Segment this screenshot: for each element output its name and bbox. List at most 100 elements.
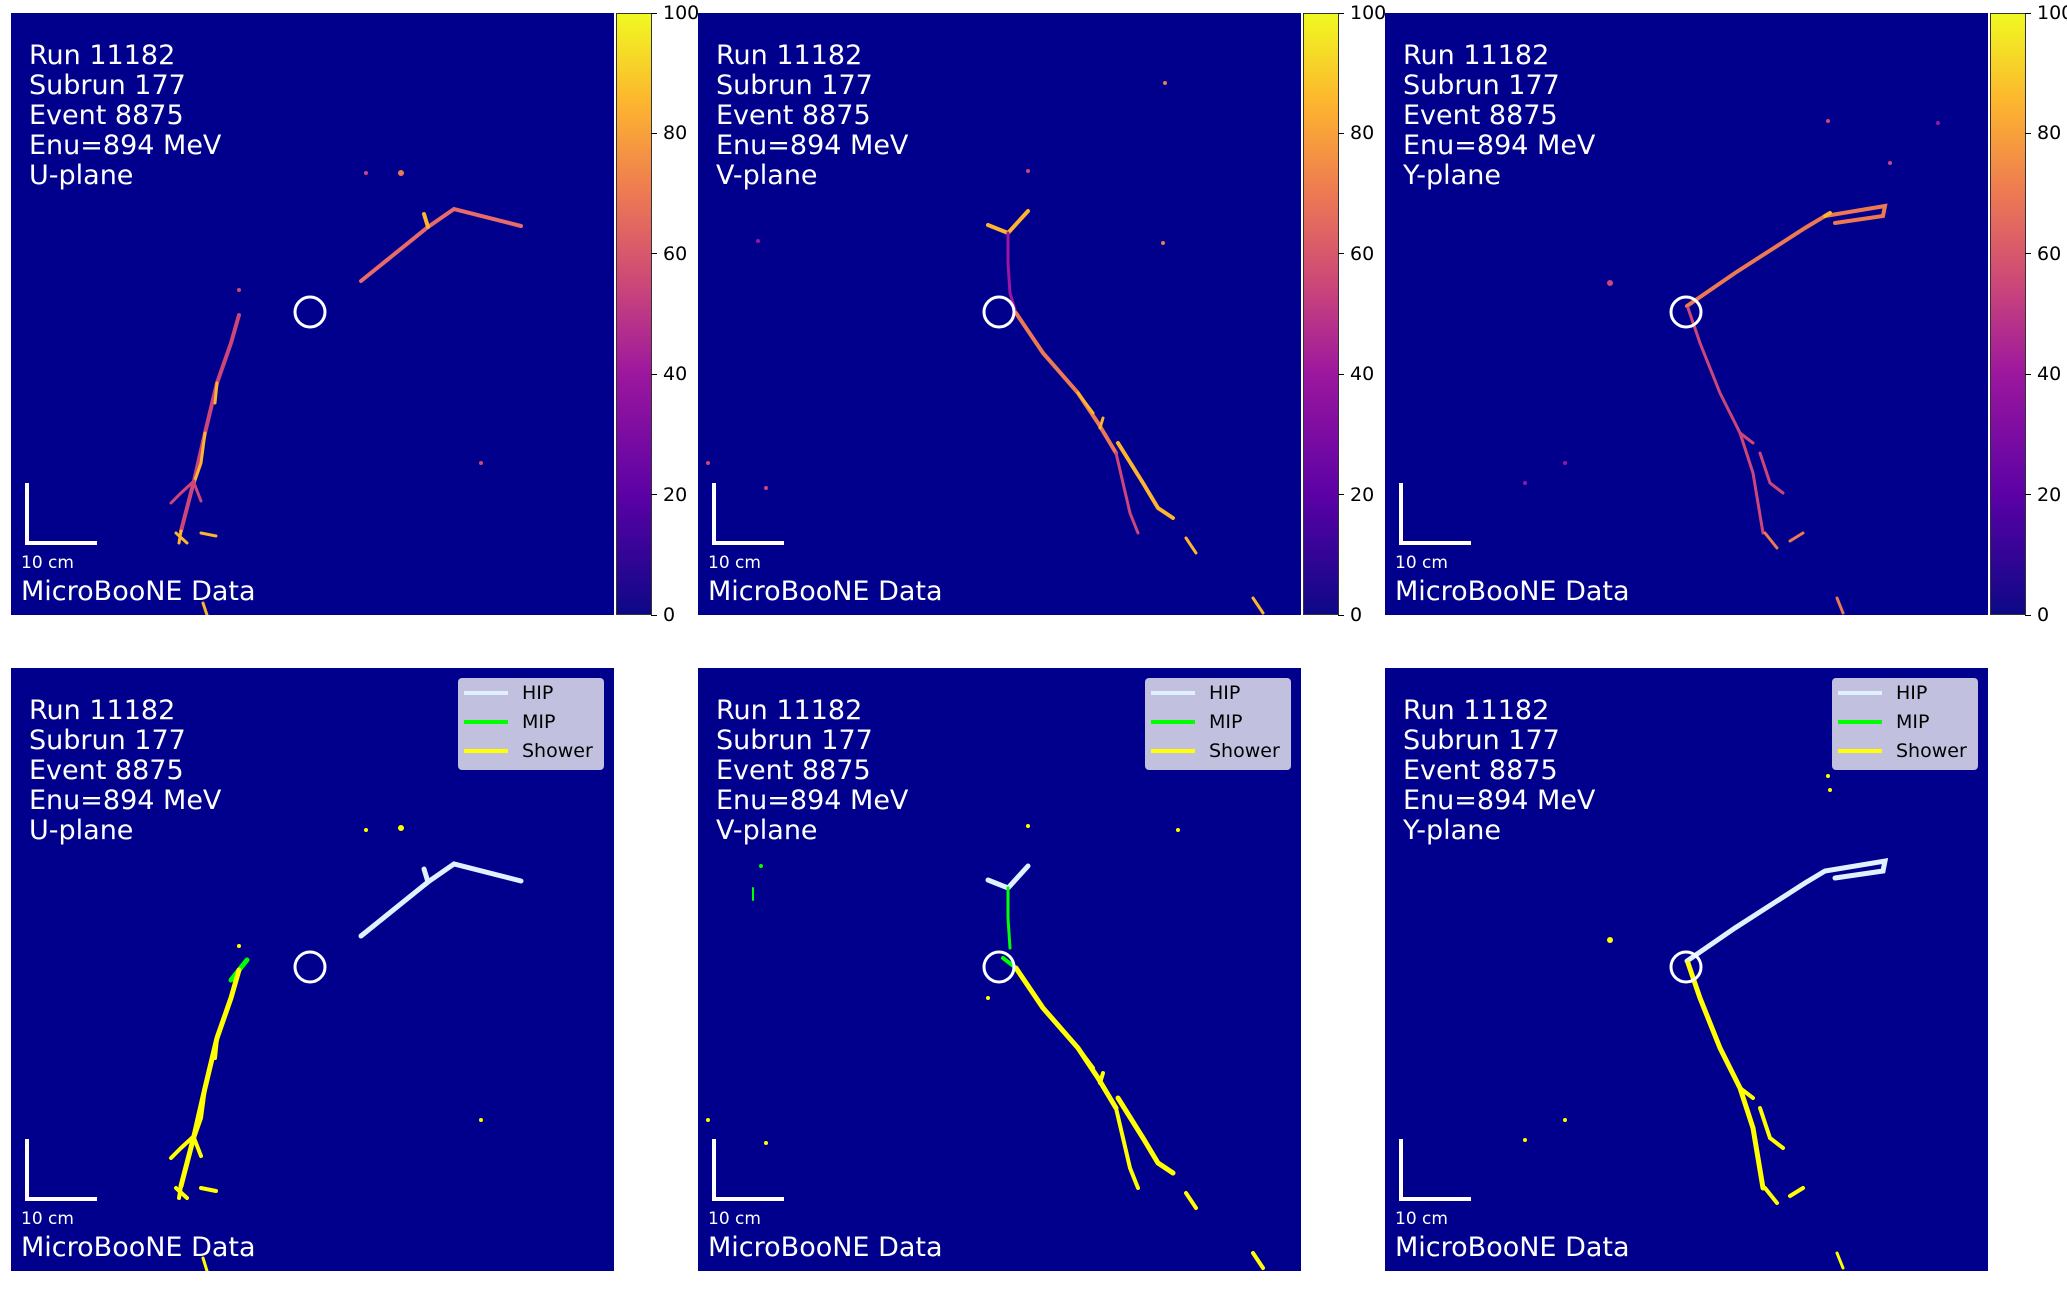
subrun-label: Subrun 177 — [716, 725, 873, 756]
tick-40: 40 — [1350, 363, 1375, 386]
colorbar-y-ticks: 100 80 60 40 20 0 — [2025, 2, 2067, 626]
scale-label: 10 cm — [1395, 553, 1448, 573]
legend-label: MIP — [1209, 711, 1243, 733]
tick-100: 100 — [1350, 2, 1387, 24]
legend-label: MIP — [1896, 711, 1930, 733]
scale-bar — [25, 1139, 97, 1201]
y-label-tracks — [1523, 774, 1889, 1270]
scale-label: 10 cm — [1395, 1209, 1448, 1229]
event-info: Run 11182 Subrun 177 Event 8875 Enu=894 … — [1403, 41, 1595, 191]
panel-v-charge: Run 11182 Subrun 177 Event 8875 Enu=894 … — [698, 13, 1301, 615]
event-info: Run 11182 Subrun 177 Event 8875 Enu=894 … — [716, 41, 908, 191]
legend-label: HIP — [1896, 682, 1928, 704]
legend-item-hip: HIP — [1151, 682, 1240, 704]
event-info: Run 11182 Subrun 177 Event 8875 Enu=894 … — [29, 41, 221, 191]
tick-20: 20 — [663, 483, 688, 506]
shower-line-swatch — [1151, 749, 1195, 753]
scale-bar — [1399, 483, 1471, 545]
tick-80: 80 — [2037, 122, 2062, 145]
subrun-label: Subrun 177 — [1403, 725, 1560, 756]
panel-v-labels: Run 11182 Subrun 177 Event 8875 Enu=894 … — [698, 668, 1301, 1271]
run-label: Run 11182 — [29, 40, 176, 71]
legend-label: Shower — [522, 740, 593, 762]
v-label-tracks — [706, 824, 1265, 1270]
tick-0: 0 — [2037, 604, 2050, 626]
legend-label: Shower — [1896, 740, 1967, 762]
legend-item-shower: Shower — [1151, 740, 1280, 762]
run-label: Run 11182 — [29, 695, 176, 726]
scale-label: 10 cm — [21, 553, 74, 573]
mip-line-swatch — [1151, 720, 1195, 724]
enu-label: Enu=894 MeV — [29, 130, 222, 161]
tick-60: 60 — [1350, 242, 1375, 265]
legend-item-shower: Shower — [1838, 740, 1967, 762]
tick-0: 0 — [663, 604, 676, 626]
panel-u-labels: Run 11182 Subrun 177 Event 8875 Enu=894 … — [11, 668, 614, 1271]
colorbar-v-ticks: 100 80 60 40 20 0 — [1338, 2, 1398, 626]
event-label: Event 8875 — [29, 100, 184, 131]
data-label: MicroBooNE Data — [1395, 1232, 1630, 1263]
hip-line-swatch — [1838, 691, 1882, 695]
event-info: Run 11182 Subrun 177 Event 8875 Enu=894 … — [29, 696, 221, 846]
legend-label: HIP — [1209, 682, 1241, 704]
plane-label: V-plane — [716, 160, 818, 191]
subrun-label: Subrun 177 — [716, 70, 873, 101]
scale-bar — [25, 483, 97, 545]
vertex-circle — [1669, 295, 1703, 329]
colorbar-v — [1303, 13, 1339, 615]
vertex-circle — [293, 295, 327, 329]
tick-0: 0 — [1350, 604, 1363, 626]
colorbar-u — [616, 13, 652, 615]
legend-item-hip: HIP — [1838, 682, 1927, 704]
legend-item-hip: HIP — [464, 682, 553, 704]
scale-label: 10 cm — [708, 553, 761, 573]
scale-bar — [1399, 1139, 1471, 1201]
plane-label: U-plane — [29, 815, 134, 846]
vertex-circle — [982, 295, 1016, 329]
event-info: Run 11182 Subrun 177 Event 8875 Enu=894 … — [1403, 696, 1595, 846]
enu-label: Enu=894 MeV — [716, 130, 909, 161]
u-charge-tracks — [169, 170, 523, 615]
panel-y-charge: Run 11182 Subrun 177 Event 8875 Enu=894 … — [1385, 13, 1988, 615]
panel-u-charge: Run 11182 Subrun 177 Event 8875 Enu=894 … — [11, 13, 614, 615]
scale-label: 10 cm — [21, 1209, 74, 1229]
tick-20: 20 — [2037, 483, 2062, 506]
enu-label: Enu=894 MeV — [716, 785, 909, 816]
plane-label: U-plane — [29, 160, 134, 191]
vertex-circle — [1669, 950, 1703, 984]
vertex-circle — [982, 950, 1016, 984]
event-label: Event 8875 — [716, 100, 871, 131]
hip-line-swatch — [464, 691, 508, 695]
tick-40: 40 — [2037, 363, 2062, 386]
data-label: MicroBooNE Data — [708, 576, 943, 607]
legend-label: HIP — [522, 682, 554, 704]
tick-60: 60 — [2037, 242, 2062, 265]
event-label: Event 8875 — [1403, 100, 1558, 131]
shower-line-swatch — [464, 749, 508, 753]
tick-100: 100 — [2037, 2, 2067, 24]
data-label: MicroBooNE Data — [1395, 576, 1630, 607]
legend-item-mip: MIP — [464, 711, 555, 733]
event-label: Event 8875 — [716, 755, 871, 786]
event-info: Run 11182 Subrun 177 Event 8875 Enu=894 … — [716, 696, 908, 846]
event-label: Event 8875 — [1403, 755, 1558, 786]
enu-label: Enu=894 MeV — [1403, 130, 1596, 161]
run-label: Run 11182 — [716, 695, 863, 726]
scale-bar — [712, 483, 784, 545]
data-label: MicroBooNE Data — [708, 1232, 943, 1263]
legend-item-mip: MIP — [1151, 711, 1242, 733]
data-label: MicroBooNE Data — [21, 1232, 256, 1263]
subrun-label: Subrun 177 — [29, 70, 186, 101]
tick-100: 100 — [663, 2, 700, 24]
u-label-tracks — [169, 825, 524, 1271]
vertex-circle — [293, 950, 327, 984]
legend-item-shower: Shower — [464, 740, 593, 762]
y-charge-tracks — [1523, 119, 1940, 615]
legend: HIP MIP Shower — [1832, 678, 1978, 770]
shower-line-swatch — [1838, 749, 1882, 753]
plane-label: Y-plane — [1403, 815, 1501, 846]
data-label: MicroBooNE Data — [21, 576, 256, 607]
tick-80: 80 — [1350, 122, 1375, 145]
subrun-label: Subrun 177 — [1403, 70, 1560, 101]
plane-label: V-plane — [716, 815, 818, 846]
